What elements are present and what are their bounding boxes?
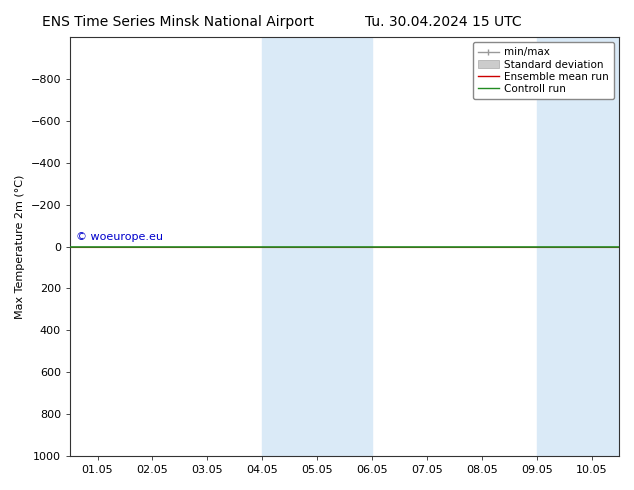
Y-axis label: Max Temperature 2m (°C): Max Temperature 2m (°C) xyxy=(15,174,25,318)
Text: © woeurope.eu: © woeurope.eu xyxy=(75,232,162,242)
Legend: min/max, Standard deviation, Ensemble mean run, Controll run: min/max, Standard deviation, Ensemble me… xyxy=(472,42,614,99)
Text: Tu. 30.04.2024 15 UTC: Tu. 30.04.2024 15 UTC xyxy=(365,15,522,29)
Text: ENS Time Series Minsk National Airport: ENS Time Series Minsk National Airport xyxy=(41,15,314,29)
Bar xyxy=(262,37,372,456)
Bar xyxy=(536,37,634,456)
